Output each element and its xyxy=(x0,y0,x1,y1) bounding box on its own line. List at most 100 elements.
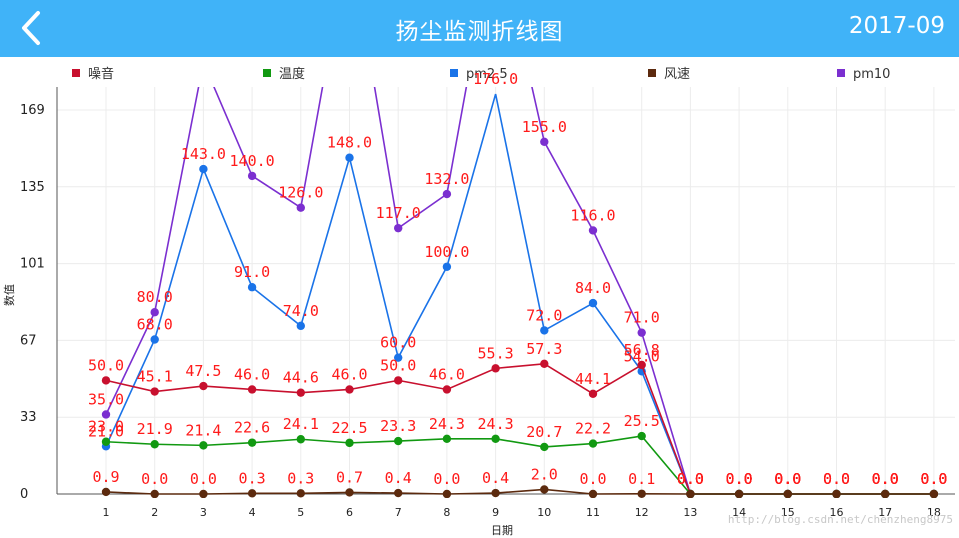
data-label: 71.0 xyxy=(624,309,660,327)
legend-label: 风速 xyxy=(664,67,690,82)
legend-swatch xyxy=(648,69,656,77)
data-label: 72.0 xyxy=(526,306,562,324)
plot-area xyxy=(101,87,939,498)
data-point xyxy=(442,385,452,394)
legend-swatch xyxy=(837,69,845,77)
data-point xyxy=(394,488,403,498)
data-point xyxy=(734,489,744,498)
data-label: 47.5 xyxy=(185,362,221,380)
data-point xyxy=(345,385,354,394)
data-point xyxy=(199,164,208,174)
data-label: 148.0 xyxy=(327,134,372,152)
data-point xyxy=(296,321,305,331)
data-point xyxy=(199,489,208,498)
data-label: 54.0 xyxy=(624,347,660,365)
data-point xyxy=(247,489,257,498)
data-label: 0.0 xyxy=(677,470,704,488)
data-point xyxy=(101,376,111,385)
data-label: 0.0 xyxy=(774,470,801,488)
series-pm2.5 xyxy=(101,93,939,498)
data-point xyxy=(881,489,890,498)
data-point xyxy=(588,489,598,498)
x-tick-label: 9 xyxy=(492,506,499,519)
data-label: 0.0 xyxy=(823,470,850,488)
y-tick-label: 135 xyxy=(20,180,45,195)
data-point xyxy=(150,440,159,449)
data-label: 0.0 xyxy=(823,470,850,488)
data-label: 21.4 xyxy=(185,421,221,439)
data-label: 22.5 xyxy=(331,419,367,437)
data-label: 80.0 xyxy=(137,288,173,306)
series-风速 xyxy=(101,485,939,498)
data-label: 44.6 xyxy=(283,369,319,387)
data-point xyxy=(442,489,452,498)
x-tick-label: 6 xyxy=(346,506,353,519)
x-tick-label: 4 xyxy=(249,506,256,519)
data-label: 0.0 xyxy=(823,470,850,488)
legend-label: 温度 xyxy=(279,66,305,82)
grid-lines xyxy=(57,87,955,495)
data-label: 0.0 xyxy=(726,470,753,488)
tick-labels: 1 2 3 4 5 6 7 8 9 10 11 12 13 14 15 16 17 180336710113516… xyxy=(20,103,941,519)
legend-label: 噪音 xyxy=(88,66,114,82)
data-label: 46.0 xyxy=(429,365,465,383)
data-point xyxy=(637,489,646,498)
line-chart: 噪音 温度 pm2.5 风速 pm10 1 2 3 4 5 6 7 8 9 10 11 12 13 14 15 16 1… xyxy=(3,66,955,537)
data-point xyxy=(101,487,111,497)
data-point xyxy=(394,223,403,233)
data-point xyxy=(247,385,257,394)
data-label: 23.3 xyxy=(380,417,416,435)
x-tick-label: 16 xyxy=(830,506,844,519)
data-label: 0.0 xyxy=(920,470,947,488)
data-label: 0.7 xyxy=(336,468,363,486)
data-point xyxy=(929,489,939,498)
data-point xyxy=(540,326,549,335)
x-tick-label: 2 xyxy=(151,506,158,519)
x-tick-label: 18 xyxy=(927,506,941,519)
data-label: 0.4 xyxy=(482,469,509,487)
y-tick-label: 0 xyxy=(20,487,28,502)
data-label: 0.0 xyxy=(726,470,753,488)
data-point xyxy=(296,388,305,397)
x-tick-label: 15 xyxy=(781,506,795,519)
y-axis-title: 数值 xyxy=(3,284,16,306)
data-label: 126.0 xyxy=(278,184,323,202)
data-label: 24.1 xyxy=(283,415,319,433)
series-line xyxy=(105,488,934,495)
month-label[interactable]: 2017-09 xyxy=(848,13,945,39)
data-label: 0.0 xyxy=(726,470,753,488)
data-label: 0.0 xyxy=(920,470,947,488)
data-label: 84.0 xyxy=(575,279,611,297)
data-label: 45.1 xyxy=(137,368,173,386)
title-bar: 扬尘监测折线图 2017-09 xyxy=(0,0,959,57)
series-噪音 xyxy=(101,359,939,498)
data-point xyxy=(540,359,549,369)
data-label: 0.0 xyxy=(726,470,753,488)
data-point xyxy=(296,489,305,498)
data-label: 56.8 xyxy=(624,341,660,359)
x-tick-label: 3 xyxy=(200,506,207,519)
chevron-left-icon[interactable] xyxy=(14,9,48,47)
data-point xyxy=(588,298,598,308)
data-label: 140.0 xyxy=(230,152,275,170)
x-tick-label: 5 xyxy=(297,506,304,519)
data-point xyxy=(199,381,208,391)
data-label: 0.0 xyxy=(872,470,899,488)
data-point xyxy=(150,335,159,344)
x-tick-label: 12 xyxy=(635,506,649,519)
data-point xyxy=(540,485,549,494)
data-label: 60.0 xyxy=(380,334,416,352)
data-label: 0.0 xyxy=(872,470,899,488)
data-label: 2.0 xyxy=(531,465,558,483)
data-label: 46.0 xyxy=(331,365,367,383)
data-point xyxy=(832,489,841,498)
x-tick-label: 11 xyxy=(586,506,600,519)
data-label: 0.0 xyxy=(920,470,947,488)
series-line xyxy=(105,87,934,495)
legend: 噪音 温度 pm2.5 风速 pm10 xyxy=(72,66,890,82)
data-label: 0.0 xyxy=(433,470,460,488)
data-point xyxy=(296,435,305,444)
data-label: 50.0 xyxy=(380,356,416,374)
data-point xyxy=(588,439,598,448)
data-label: 21.9 xyxy=(137,420,173,438)
